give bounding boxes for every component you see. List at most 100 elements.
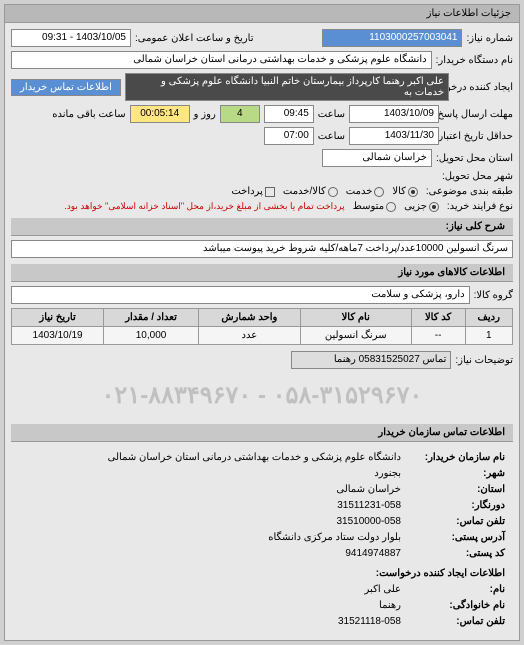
check-pardakht-item[interactable]: پرداخت [231,186,275,197]
classification-row: طبقه بندی موضوعی: کالا خدمت کالا/خدمت پر… [11,186,513,197]
buy-type-row: نوع فرایند خرید: جزیی متوسط پرداخت تمام … [11,201,513,212]
radio-jozei[interactable] [429,202,439,212]
th-1: کد کالا [411,309,465,327]
org-label: نام سازمان خریدار: [405,450,505,466]
req-creator-header-row: اطلاعات ایجاد کننده درخواست: [19,566,505,582]
contact-province-row: استان: خراسان شمالی [19,482,505,498]
td-4: 10,000 [104,327,199,345]
validity-time-field: 07:00 [264,127,314,145]
announce-label: تاریخ و ساعت اعلان عمومی: [135,33,254,44]
table-row: 1 -- سرنگ انسولین عدد 10,000 1403/10/19 [12,327,513,345]
province-field: خراسان شمالی [322,149,432,167]
radio-kala[interactable] [408,187,418,197]
group-row: گروه کالا: دارو، پزشکی و سلامت [11,286,513,304]
th-0: ردیف [465,309,513,327]
radio-kala-khadmat-label: کالا/خدمت [283,186,326,197]
td-3: عدد [198,327,300,345]
check-pardakht[interactable] [265,187,275,197]
contact-address-label: آدرس پستی: [405,530,505,546]
contact-fax-label: دورنگار: [405,498,505,514]
check-pardakht-label: پرداخت [231,186,263,197]
days-count-field: 4 [220,105,260,123]
watermark: ۰۵۸-۳۱۵۲۹۶۷۰ - ۰۲۱-۸۸۳۴۹۶۷۰ [11,373,513,418]
contact-tel-label: تلفن تماس: [405,514,505,530]
buyer-label: نام دستگاه خریدار: [436,55,513,66]
table-header-row: ردیف کد کالا نام کالا واحد شمارش تعداد /… [12,309,513,327]
desc-label: توضیحات نیاز: [455,355,513,366]
radio-jozei-label: جزیی [404,201,427,212]
contact-city-value: بجنورد [374,466,401,482]
remaining-label: ساعت باقی مانده [52,109,125,120]
radio-khadmat-label: خدمت [346,186,373,197]
contact-fax-row: دورنگار: 31511231-058 [19,498,505,514]
radio-kala-khadmat[interactable] [328,187,338,197]
group-field: دارو، پزشکی و سلامت [11,286,470,304]
contact-city-row: شهر: بجنورد [19,466,505,482]
td-5: 1403/10/19 [12,327,104,345]
contact-postal-label: کد پستی: [405,546,505,562]
deadline-date-field: 1403/10/09 [349,105,439,123]
contact-fax-value: 31511231-058 [337,498,401,514]
radio-motavasset-item[interactable]: متوسط [353,201,396,212]
province-label: استان محل تحویل: [436,153,513,164]
radio-kala-khadmat-item[interactable]: کالا/خدمت [283,186,338,197]
time-label-2: ساعت [318,131,345,142]
td-2: سرنگ انسولین [300,327,411,345]
contact-name-label: نام: [405,582,505,598]
creator-field: علی اکبر رهنما کارپرداز بیمارستان خاتم ا… [125,73,449,101]
radio-kala-item[interactable]: کالا [392,186,418,197]
th-2: نام کالا [300,309,411,327]
city-label: شهر محل تحویل: [442,171,513,182]
announce-field: 1403/10/05 - 09:31 [11,29,131,47]
contact-address-value: بلوار دولت ستاد مرکزی دانشگاه [268,530,401,546]
deadline-label: مهلت ارسال پاسخ: تا تاریخ: [443,109,513,120]
contact-province-value: خراسان شمالی [336,482,401,498]
contact-org-row: نام سازمان خریدار: دانشگاه علوم پزشکی و … [19,450,505,466]
creator-row: ایجاد کننده درخواست: علی اکبر رهنما کارپ… [11,73,513,101]
validity-date-field: 1403/11/30 [349,127,439,145]
org-header: اطلاعات تماس سازمان خریدار [11,424,513,442]
creator-label: ایجاد کننده درخواست: [453,82,513,93]
contact-name-value: علی اکبر [365,582,401,598]
contact-family-value: رهنما [379,598,401,614]
province-row: استان محل تحویل: خراسان شمالی [11,149,513,167]
contact-tel-value: 31510000-058 [336,514,401,530]
validity-row: حداقل تاریخ اعتبار قیمت: تا تاریخ: 1403/… [11,127,513,145]
remaining-time-field: 00:05:14 [130,105,190,123]
contact-info-button[interactable]: اطلاعات تماس خریدار [11,79,121,96]
contact-city-label: شهر: [405,466,505,482]
contact-province-label: استان: [405,482,505,498]
class-label: طبقه بندی موضوعی: [426,186,513,197]
th-5: تاریخ نیاز [12,309,104,327]
desc-field: تماس 05831525027 رهنما [291,351,451,369]
main-panel: جزئیات اطلاعات نیاز شماره نیاز: 11030002… [4,4,520,641]
panel-body: شماره نیاز: 1103000257003041 تاریخ و ساع… [5,23,519,640]
td-1: -- [411,327,465,345]
city-row: شهر محل تحویل: [11,171,513,182]
contact-tel2-value: 31521118-058 [338,614,401,630]
req-creator-header: اطلاعات ایجاد کننده درخواست: [376,566,505,582]
buyer-field: دانشگاه علوم پزشکی و خدمات بهداشتی درمان… [11,51,432,69]
contact-family-row: نام خانوادگی: رهنما [19,598,505,614]
contact-postal-row: کد پستی: 9414974887 [19,546,505,562]
time-label-1: ساعت [318,109,345,120]
contact-name-row: نام: علی اکبر [19,582,505,598]
buyer-row: نام دستگاه خریدار: دانشگاه علوم پزشکی و … [11,51,513,69]
radio-motavasset[interactable] [386,202,396,212]
goods-header: اطلاعات کالاهای مورد نیاز [11,264,513,282]
days-label: روز و [194,109,216,120]
buy-type-label: نوع فرایند خرید: [447,201,513,212]
deadline-time-field: 09:45 [264,105,314,123]
desc-row: توضیحات نیاز: تماس 05831525027 رهنما [11,351,513,369]
radio-kala-label: کالا [392,186,406,197]
req-number-row: شماره نیاز: 1103000257003041 تاریخ و ساع… [11,29,513,47]
radio-khadmat[interactable] [374,187,384,197]
goods-table: ردیف کد کالا نام کالا واحد شمارش تعداد /… [11,308,513,345]
panel-header: جزئیات اطلاعات نیاز [5,5,519,23]
td-0: 1 [465,327,513,345]
radio-khadmat-item[interactable]: خدمت [346,186,385,197]
group-label: گروه کالا: [474,290,513,301]
org-value: دانشگاه علوم پزشکی و خدمات بهداشتی درمان… [108,450,401,466]
contact-postal-value: 9414974887 [345,546,401,562]
radio-jozei-item[interactable]: جزیی [404,201,439,212]
